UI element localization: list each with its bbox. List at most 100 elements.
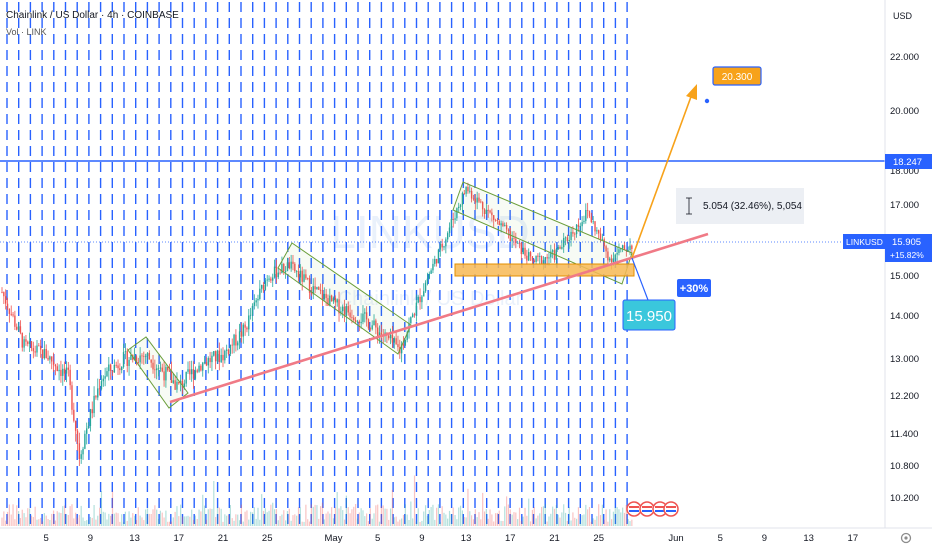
candle-body: [294, 263, 296, 272]
volume-bar: [568, 507, 570, 526]
candle-body: [235, 334, 237, 346]
volume-bar: [255, 518, 257, 526]
volume-bar: [49, 520, 51, 526]
volume-bar: [349, 513, 351, 526]
volume-bar: [213, 481, 215, 526]
candle-body: [307, 278, 309, 279]
volume-bar: [32, 517, 34, 526]
volume-bar: [126, 520, 128, 526]
volume-bar: [553, 508, 556, 526]
candle-body: [342, 306, 344, 312]
us-flag-icon[interactable]: [663, 501, 679, 517]
target-label: 20.300: [722, 72, 753, 83]
current-change: +15.82%: [890, 250, 924, 260]
candle-body: [150, 359, 152, 363]
candle-body: [222, 354, 224, 361]
candle-body: [463, 193, 465, 194]
candle-body: [515, 238, 517, 244]
volume-bar: [441, 506, 443, 526]
target-arrow[interactable]: [631, 93, 693, 259]
candle-body: [255, 300, 257, 303]
target-label-box[interactable]: [712, 66, 762, 86]
volume-bar: [163, 517, 165, 526]
candle-body: [43, 349, 46, 359]
candle-body: [168, 370, 171, 372]
volume-bar: [124, 511, 126, 526]
volume-bar: [296, 515, 298, 526]
volume-bar: [419, 522, 421, 526]
channel-late-may[interactable]: [452, 181, 633, 285]
candle-body: [165, 366, 167, 381]
volume-bar: [574, 517, 576, 526]
price-axis[interactable]: [885, 0, 932, 550]
candle-body: [231, 344, 233, 346]
time-tick-label: 17: [848, 533, 859, 544]
volume-bar: [29, 508, 31, 526]
volume-bar: [500, 520, 502, 526]
volume-bar: [629, 521, 631, 526]
candle-body: [526, 255, 528, 261]
volume-bar: [251, 512, 254, 526]
candle-body: [439, 243, 442, 250]
candle-body: [491, 212, 493, 216]
candle-body: [117, 365, 119, 369]
volume-indicator-label[interactable]: Vol · LINK: [6, 27, 47, 37]
measure-box[interactable]: [676, 188, 804, 224]
us-flag-icon[interactable]: [639, 501, 655, 517]
gain-label-box[interactable]: [677, 279, 711, 297]
candle-body: [465, 187, 467, 194]
volume-bar: [30, 515, 33, 526]
volume-bar: [587, 509, 589, 526]
candle-body: [443, 246, 445, 248]
candle-body: [3, 292, 5, 297]
candle-body: [432, 263, 434, 271]
volume-bar: [428, 510, 430, 526]
volume-bar: [436, 507, 438, 526]
volume-bar: [336, 492, 338, 526]
candle-body: [319, 289, 322, 292]
volume-bar: [631, 519, 633, 526]
volume-bar: [93, 505, 95, 526]
volume-bar: [378, 521, 381, 526]
support-zone[interactable]: [454, 263, 635, 277]
candle-body: [524, 247, 526, 256]
event-flags[interactable]: [626, 501, 679, 517]
volume-bar: [356, 518, 359, 526]
support-label-box[interactable]: [622, 299, 676, 331]
channel-early-may[interactable]: [277, 242, 412, 355]
candle-body: [41, 349, 44, 359]
candle-body: [301, 270, 303, 282]
symbol-title[interactable]: Chainlink / US Dollar · 4h · COINBASE: [6, 10, 179, 21]
volume-bar: [97, 515, 99, 526]
us-flag-icon[interactable]: [626, 501, 642, 517]
measure-text: 5.054 (32.46%), 5,054: [703, 201, 802, 212]
candle-body: [454, 218, 456, 220]
ascending-trendline[interactable]: [169, 232, 709, 404]
volume-bar: [496, 512, 499, 526]
candle-body: [227, 349, 230, 354]
volume-bar: [579, 521, 581, 526]
time-axis-ticks[interactable]: 5 9 13 17 21 25 May 5 9 13 17 21 25 Jun 5 9 13 17: [44, 533, 859, 544]
channel-april[interactable]: [127, 336, 189, 409]
volume-bar: [447, 518, 449, 526]
candle-body: [323, 293, 325, 300]
volume-bar: [474, 509, 476, 526]
candle-body: [62, 368, 64, 376]
time-axis-gear-icon[interactable]: [900, 532, 912, 544]
time-tick-label: Jun: [668, 533, 683, 544]
candle-body: [288, 262, 290, 269]
volume-bar: [222, 521, 224, 526]
candle-body: [154, 369, 156, 371]
candle-body: [45, 349, 47, 358]
volume-bar: [71, 504, 73, 526]
candle-body: [19, 326, 22, 333]
volume-bar: [117, 513, 119, 526]
volume-bar: [192, 519, 195, 526]
volume-bar: [47, 519, 49, 526]
time-tick-label: 17: [505, 533, 516, 544]
volume-bar: [180, 504, 182, 526]
candle-body: [30, 341, 33, 349]
candle-body: [279, 272, 281, 274]
candle-body: [539, 256, 541, 257]
